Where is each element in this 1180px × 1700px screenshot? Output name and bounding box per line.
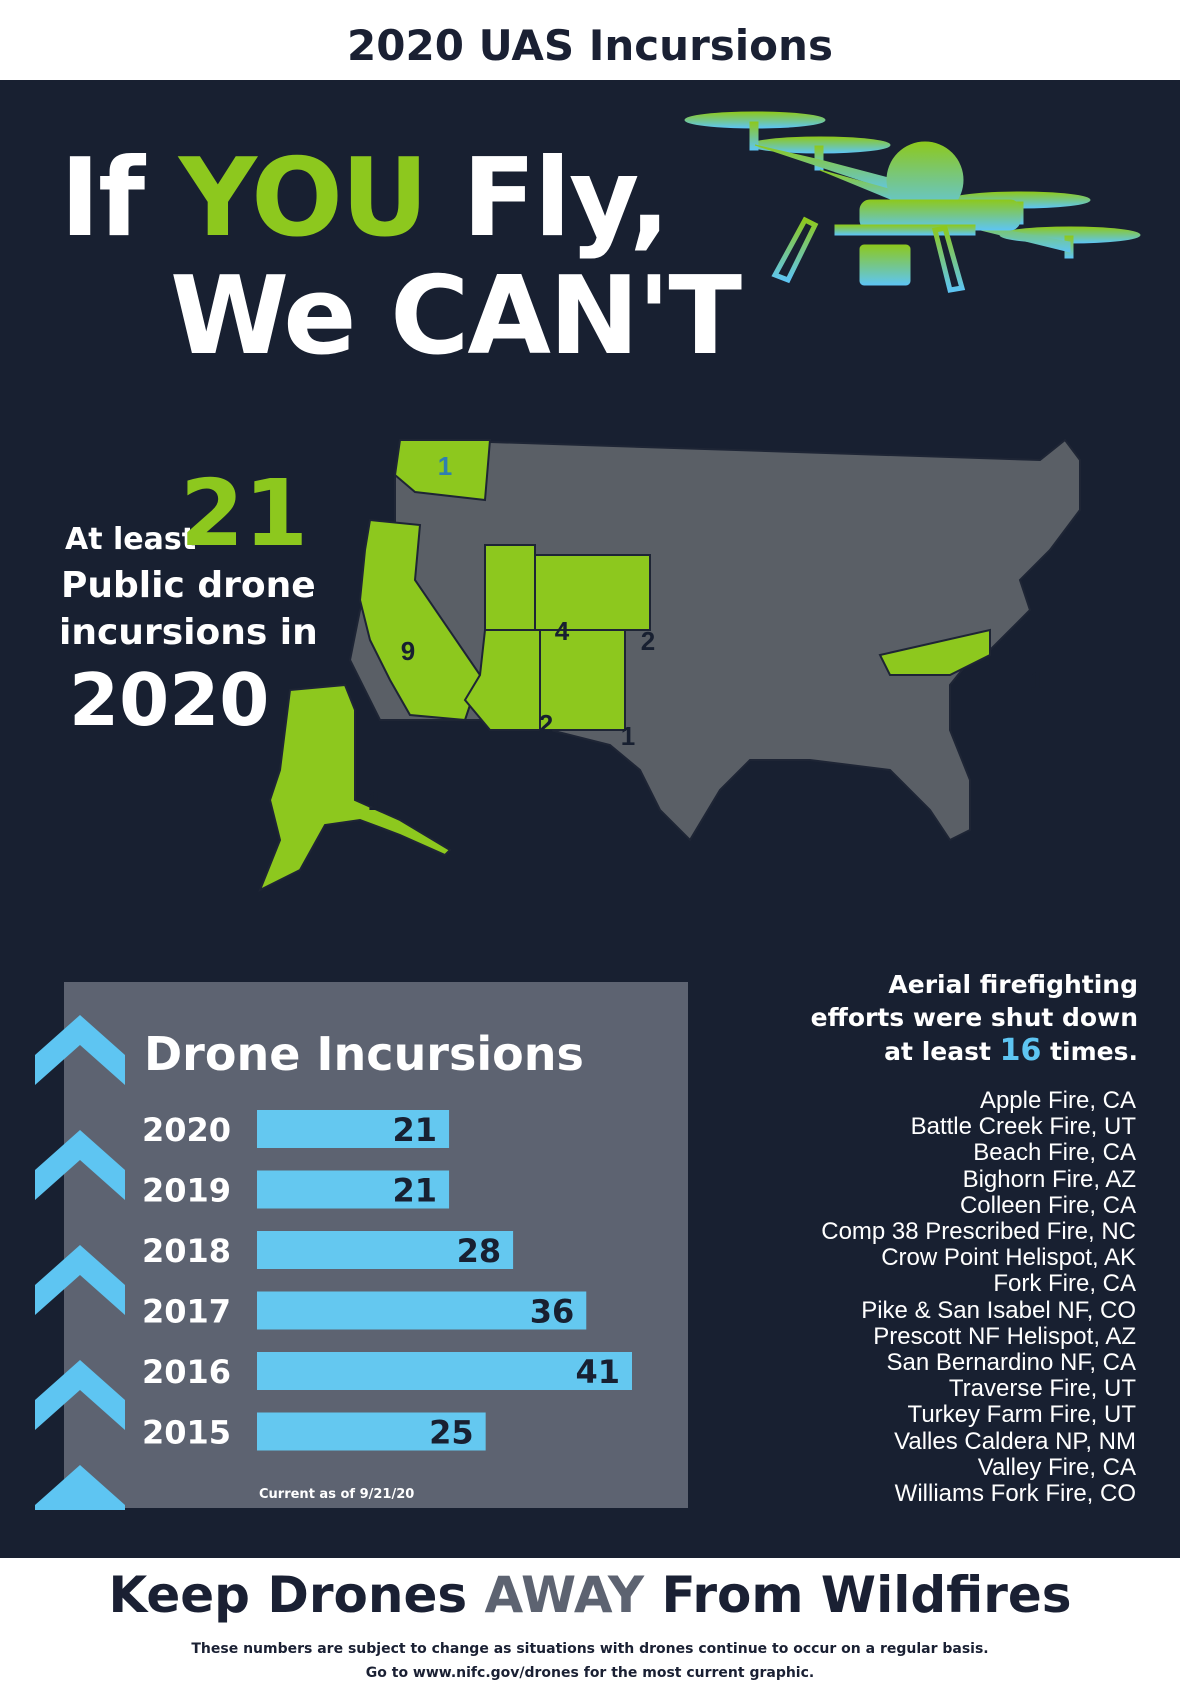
map-count-nm: 1 xyxy=(621,721,635,751)
page-title: 2020 UAS Incursions xyxy=(0,0,1180,82)
headline: If YOU Fly, We CAN'T xyxy=(60,140,742,379)
fire-item: Battle Creek Fire, UT xyxy=(910,1113,1136,1141)
map-count-az: 2 xyxy=(539,709,553,739)
fire-item: Bighorn Fire, AZ xyxy=(962,1165,1136,1193)
drone-incursions-chart: Drone Incursions Current as of 9/21/20 2… xyxy=(142,1027,632,1502)
bar-2020 xyxy=(257,1110,450,1148)
aerial-post: times. xyxy=(1041,1037,1138,1066)
state-co xyxy=(534,554,651,631)
bar-2016 xyxy=(257,1352,632,1390)
aerial-shutdown-text: Aerial firefighting efforts were shut do… xyxy=(698,968,1138,1068)
fire-item: Fork Fire, CA xyxy=(993,1270,1136,1298)
bar-category-label: 2016 xyxy=(142,1353,231,1391)
headline-you: YOU xyxy=(178,136,429,261)
headline-suffix: Fly, xyxy=(426,136,670,261)
bar-2018 xyxy=(257,1231,514,1269)
state-nm xyxy=(539,629,626,731)
state-ca xyxy=(358,518,482,722)
footer-post: From Wildfires xyxy=(644,1566,1072,1624)
summary-line3: incursions in xyxy=(59,612,318,653)
fire-item: Pike & San Isabel NF, CO xyxy=(861,1296,1136,1324)
fire-item: San Bernardino NF, CA xyxy=(886,1349,1136,1377)
bar-2017 xyxy=(257,1291,587,1330)
fire-item: Turkey Farm Fire, UT xyxy=(907,1401,1136,1429)
bar-category-label: 2018 xyxy=(142,1232,231,1270)
chevron-column xyxy=(35,1015,125,1510)
chevron-up-icon xyxy=(35,1015,125,1085)
fire-item: Comp 38 Prescribed Fire, NC xyxy=(821,1218,1136,1246)
fire-item: Crow Point Helispot, AK xyxy=(881,1244,1136,1272)
aerial-line3: at least 16 times. xyxy=(698,1034,1138,1068)
map-count-ut: 4 xyxy=(555,616,570,646)
fire-item: Colleen Fire, CA xyxy=(959,1191,1136,1219)
fire-item: Valles Caldera NP, NM xyxy=(894,1427,1136,1455)
fire-list: Apple Fire, CA Battle Creek Fire, UT Bea… xyxy=(736,1087,1136,1508)
us-map: 1 9 4 2 2 1 1 1 xyxy=(258,438,1081,893)
bar-category-label: 2015 xyxy=(142,1414,231,1452)
footer-title: Keep Drones AWAY From Wildfires xyxy=(0,1562,1180,1628)
fire-item: Prescott NF Helispot, AZ xyxy=(873,1322,1136,1350)
incursion-count: 21 xyxy=(180,460,309,567)
chevron-up-icon xyxy=(35,1360,125,1430)
aerial-count: 16 xyxy=(999,1033,1042,1068)
bar-category-label: 2019 xyxy=(142,1172,231,1210)
bar-value-label: 36 xyxy=(530,1293,575,1331)
footer-pre: Keep Drones xyxy=(108,1566,485,1624)
state-wa xyxy=(393,439,492,502)
bar-value-label: 21 xyxy=(393,1111,438,1149)
drone-icon xyxy=(684,111,1141,298)
chevron-up-icon xyxy=(35,1130,125,1200)
chart-title: Drone Incursions xyxy=(144,1027,584,1081)
aerial-line2: efforts were shut down xyxy=(810,1003,1138,1032)
map-count-ak: 1 xyxy=(368,786,382,816)
state-ak xyxy=(258,683,452,893)
bar-value-label: 21 xyxy=(393,1172,438,1210)
fire-item: Beach Fire, CA xyxy=(973,1139,1136,1167)
us-base-shape xyxy=(348,438,1081,842)
chart-note: Current as of 9/21/20 xyxy=(259,1487,414,1502)
aerial-pre: at least xyxy=(884,1037,1000,1066)
footer-note: These numbers are subject to change as s… xyxy=(0,1637,1180,1685)
footer-note-2: Go to www.nifc.gov/drones for the most c… xyxy=(365,1665,815,1681)
footer-away: AWAY xyxy=(484,1566,645,1624)
aerial-line1: Aerial firefighting xyxy=(888,970,1138,999)
headline-line2: We CAN'T xyxy=(170,254,742,379)
summary-year: 2020 xyxy=(69,658,270,742)
state-nc xyxy=(878,628,991,676)
fire-item: Williams Fork Fire, CO xyxy=(894,1480,1136,1508)
bar-category-label: 2020 xyxy=(142,1111,231,1149)
headline-prefix: If xyxy=(60,136,179,261)
summary-line2: Public drone xyxy=(61,565,316,606)
map-count-nc: 1 xyxy=(1030,666,1044,696)
fire-item: Valley Fire, CA xyxy=(977,1453,1136,1481)
map-count-wa: 1 xyxy=(438,451,452,481)
bar-category-label: 2017 xyxy=(142,1293,231,1331)
footer-note-1: These numbers are subject to change as s… xyxy=(191,1641,989,1657)
bar-value-label: 25 xyxy=(429,1414,474,1452)
map-count-co: 2 xyxy=(641,626,655,656)
chevron-up-icon xyxy=(35,1465,125,1510)
bar-value-label: 28 xyxy=(457,1232,502,1270)
fire-item: Apple Fire, CA xyxy=(979,1087,1136,1114)
bar-value-label: 41 xyxy=(575,1353,620,1391)
at-least-label: At least xyxy=(65,522,197,557)
chevron-up-icon xyxy=(35,1245,125,1315)
map-count-ca: 9 xyxy=(401,636,415,666)
bar-2019 xyxy=(257,1170,450,1209)
fire-item: Traverse Fire, UT xyxy=(948,1375,1136,1403)
bar-2015 xyxy=(257,1412,486,1451)
